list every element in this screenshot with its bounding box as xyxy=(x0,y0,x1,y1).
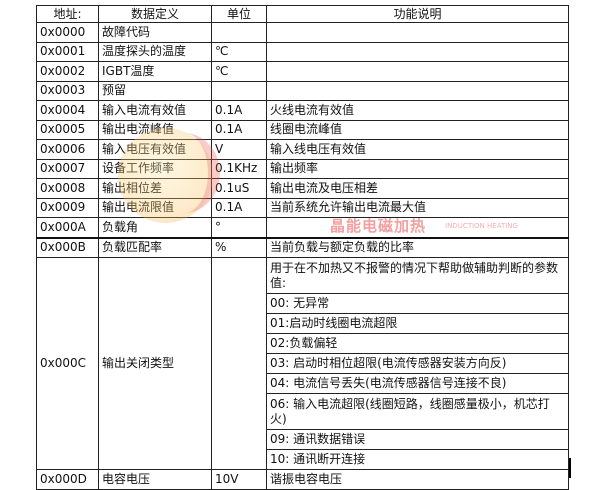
definition-cell: 负载角 xyxy=(98,217,212,238)
description-cell: 03: 启动时相位超限(电流传感器安装方向反) xyxy=(266,353,569,374)
unit-cell: 0.1A xyxy=(211,119,267,140)
address-cell: 0x000D xyxy=(36,469,99,490)
watermark-text-cn: 晶能电磁加热 xyxy=(330,217,427,235)
unit-cell: 0.1A xyxy=(211,100,267,121)
description-cell xyxy=(266,41,569,62)
description-cell xyxy=(266,61,569,82)
table-row: 0x0005 输出电流峰值 0.1A 线圈电流峰值 xyxy=(36,119,569,140)
address-cell: 0x000C xyxy=(36,257,99,470)
address-cell: 0x0007 xyxy=(36,158,99,179)
description-cell: 谐振电容电压 xyxy=(266,469,569,490)
table-row: 0x0000 故障代码 xyxy=(36,22,569,43)
definition-cell: IGBT温度 xyxy=(98,61,212,82)
unit-cell: V xyxy=(211,139,267,160)
table-row: 0x000C 输出关闭类型 用于在不加热又不报警的情况下帮助做辅助判断的参数值: xyxy=(36,257,569,470)
table-row: 0x000B 负载匹配率 % 当前负载与额定负载的比率 xyxy=(36,236,569,258)
address-cell: 0x000B xyxy=(36,236,99,258)
definition-cell: 设备工作频率 xyxy=(98,158,212,179)
header-address: 地址: xyxy=(36,5,99,23)
unit-cell: % xyxy=(211,236,267,258)
description-cell: 线圈电流峰值 xyxy=(266,119,569,140)
description-cell: 输出频率 xyxy=(266,158,569,179)
description-cell: 输出电流及电压相差 xyxy=(266,178,569,199)
address-cell: 0x0008 xyxy=(36,178,99,199)
table-row: 0x000D 电容电压 10V 谐振电容电压 xyxy=(36,469,569,490)
description-cell: 10: 通讯断开连接 xyxy=(266,449,569,470)
description-cell: 09: 通讯数据错误 xyxy=(266,429,569,450)
unit-cell xyxy=(211,80,267,101)
header-description: 功能说明 xyxy=(266,5,569,23)
definition-cell: 输出电流限值 xyxy=(98,197,212,218)
description-cell: 01:启动时线圈电流超限 xyxy=(266,313,569,334)
address-cell: 0x0001 xyxy=(36,41,99,62)
table-row: 0x0001 温度探头的温度 ℃ xyxy=(36,41,569,62)
unit-cell: 0.1A xyxy=(211,197,267,218)
unit-cell xyxy=(211,257,267,470)
register-table: 地址: 数据定义 单位 功能说明 0x0000 故障代码 0x0001 温度探头的温度… xyxy=(36,5,569,490)
description-cell: 输入线电压有效值 xyxy=(266,139,569,160)
text-cursor xyxy=(569,458,571,478)
address-cell: 0x0005 xyxy=(36,119,99,140)
definition-cell: 温度探头的温度 xyxy=(98,41,212,62)
table-row: 0x0008 输出相位差 0.1uS 输出电流及电压相差 xyxy=(36,178,569,199)
description-cell: 当前负载与额定负载的比率 xyxy=(266,236,569,258)
address-cell: 0x0002 xyxy=(36,61,99,82)
unit-cell: ℃ xyxy=(211,41,267,62)
description-cell: 当前系统允许输出电流最大值 xyxy=(266,197,569,218)
description-cell: 06: 输入电流超限(线圈短路，线圈感量极小，机芯打火) xyxy=(266,393,569,430)
unit-cell: ℃ xyxy=(211,61,267,82)
address-cell: 0x000A xyxy=(36,217,99,238)
table-row: 0x0003 预留 xyxy=(36,80,569,101)
watermark-text-en: INDUCTION HEATING xyxy=(445,222,518,230)
definition-cell: 输入电流有效值 xyxy=(98,100,212,121)
definition-cell: 输出相位差 xyxy=(98,178,212,199)
table-row: 0x0002 IGBT温度 ℃ xyxy=(36,61,569,82)
description-cell: 00: 无异常 xyxy=(266,293,569,314)
header-definition: 数据定义 xyxy=(98,5,212,23)
definition-cell: 故障代码 xyxy=(98,22,212,43)
address-cell: 0x0009 xyxy=(36,197,99,218)
unit-cell xyxy=(211,22,267,43)
unit-cell: 10V xyxy=(211,469,267,490)
address-cell: 0x0000 xyxy=(36,22,99,43)
definition-cell: 电容电压 xyxy=(98,469,212,490)
unit-cell: 0.1uS xyxy=(211,178,267,199)
description-cell xyxy=(266,22,569,43)
description-cell: 04: 电流信号丢失(电流传感器信号连接不良) xyxy=(266,373,569,394)
definition-cell: 预留 xyxy=(98,80,212,101)
address-cell: 0x0004 xyxy=(36,100,99,121)
definition-cell: 输入电压有效值 xyxy=(98,139,212,160)
definition-cell: 输出电流峰值 xyxy=(98,119,212,140)
header-unit: 单位 xyxy=(211,5,267,23)
table-row: 0x0004 输入电流有效值 0.1A 火线电流有效值 xyxy=(36,100,569,121)
table-row: 0x0006 输入电压有效值 V 输入线电压有效值 xyxy=(36,139,569,160)
description-cell: 02:负载偏轻 xyxy=(266,333,569,354)
table-row: 0x0009 输出电流限值 0.1A 当前系统允许输出电流最大值 xyxy=(36,197,569,218)
definition-cell: 负载匹配率 xyxy=(98,236,212,258)
address-cell: 0x0006 xyxy=(36,139,99,160)
description-cell xyxy=(266,80,569,101)
description-cell: 火线电流有效值 xyxy=(266,100,569,121)
table-header: 地址: 数据定义 单位 功能说明 xyxy=(36,5,569,23)
description-cell: 用于在不加热又不报警的情况下帮助做辅助判断的参数值: xyxy=(266,257,569,294)
definition-cell: 输出关闭类型 xyxy=(98,257,212,470)
address-cell: 0x0003 xyxy=(36,80,99,101)
table-row: 0x0007 设备工作频率 0.1KHz 输出频率 xyxy=(36,158,569,179)
unit-cell: 0.1KHz xyxy=(211,158,267,179)
unit-cell: ° xyxy=(211,217,267,238)
